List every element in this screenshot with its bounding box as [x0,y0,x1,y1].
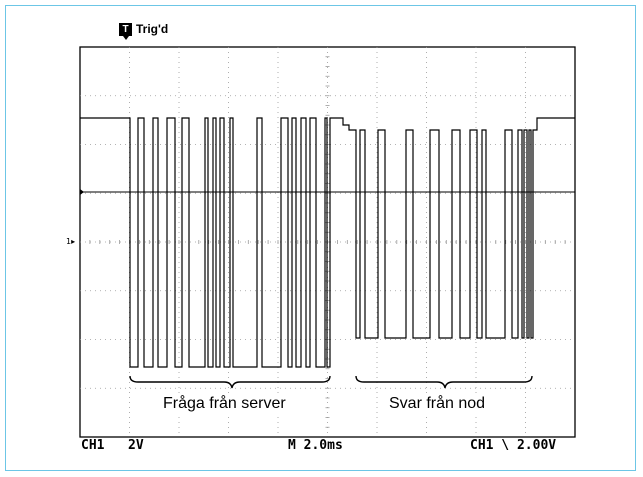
response-label: Svar från nod [389,395,486,413]
status-trigger-setting: CH1 \ 2.00V [470,438,557,453]
channel-1-marker: 1▸ [66,237,76,246]
trigger-status-text: Trig'd [136,22,169,36]
trigger-icon: T [119,22,132,40]
request-label: Fråga från server [163,395,286,413]
status-channel: CH1 [81,438,105,453]
request-brace [129,375,331,389]
waveform-trace [80,117,575,368]
status-volts-per-div: 2V [128,438,144,453]
trigger-status: T Trig'd [119,22,169,40]
trigger-level-marker [80,189,84,195]
response-brace [355,375,533,389]
status-timebase: M 2.0ms [288,438,343,453]
